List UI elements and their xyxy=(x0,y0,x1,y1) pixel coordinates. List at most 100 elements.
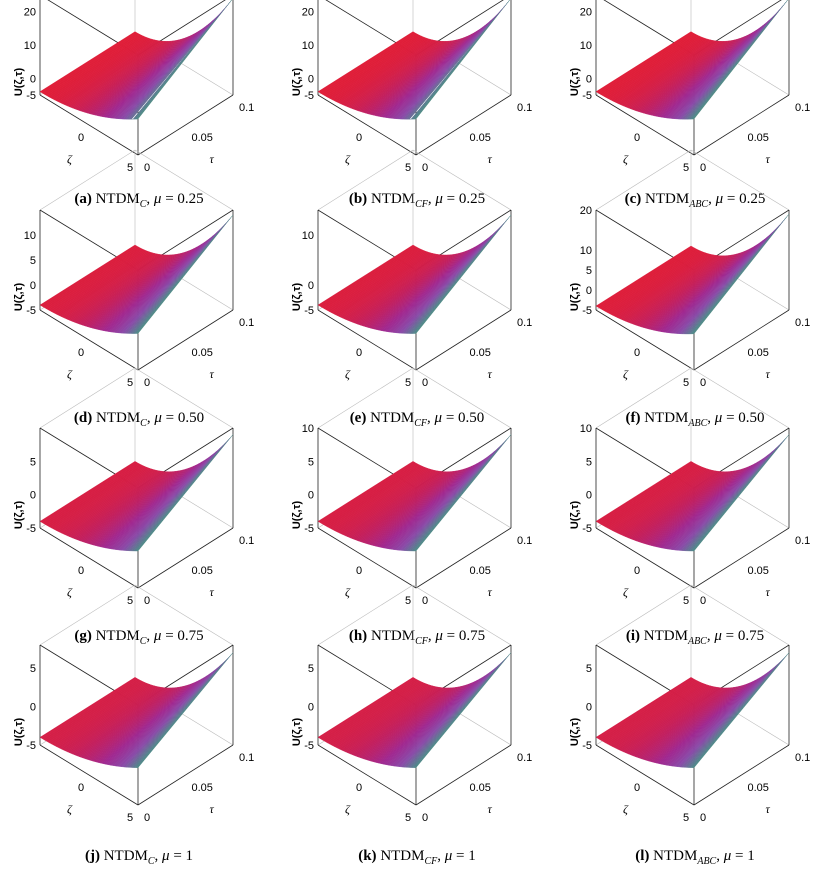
subfigure-caption: (g) NTDMC, μ = 0.75 xyxy=(0,628,278,647)
surface-mesh xyxy=(595,652,790,768)
zeta-tick-label: 5 xyxy=(683,595,689,607)
caption-label: (g) xyxy=(74,628,92,644)
subfigure-caption: (i) NTDMABC, μ = 0.75 xyxy=(556,628,834,647)
tau-tick-label: 0.05 xyxy=(192,565,213,577)
caption-method-sub: CF xyxy=(414,418,428,429)
caption-method: NTDM xyxy=(380,848,425,864)
zeta-ticks: 05 xyxy=(78,782,133,824)
z-ticks: -5 0 5 xyxy=(582,663,592,752)
tau-tick-label: 0.05 xyxy=(470,782,491,794)
subfigure-caption: (b) NTDMCF, μ = 0.25 xyxy=(278,191,556,210)
caption-sep: , xyxy=(706,628,715,644)
tau-tick-label: 0.1 xyxy=(517,535,532,547)
caption-mu-eq: = xyxy=(723,191,740,207)
tau-tick-label: 0 xyxy=(144,812,150,824)
tau-tick-label: 0.1 xyxy=(795,102,810,114)
z-ticks: -5 0 5 xyxy=(304,663,314,752)
tau-tick-label: 0.05 xyxy=(748,132,769,144)
tau-tick-label: 0 xyxy=(700,595,706,607)
caption-mu-symbol: μ xyxy=(434,410,443,426)
surface-mesh xyxy=(595,434,790,552)
zeta-tick-label: 5 xyxy=(127,162,133,174)
tau-ticks: 0 0.05 0.1 xyxy=(700,752,810,824)
caption-sep: , xyxy=(437,848,445,864)
z-axis-label: U(ζ,τ) xyxy=(569,68,581,97)
caption-method: NTDM xyxy=(370,628,416,644)
caption-mu-value: 1 xyxy=(747,848,755,864)
caption-mu-symbol: μ xyxy=(715,191,724,207)
caption-sep: , xyxy=(716,848,724,864)
caption-mu-value: 0.25 xyxy=(739,191,766,207)
z-axis-label: U(ζ,τ) xyxy=(291,718,303,747)
zeta-ticks: 05 xyxy=(634,132,689,174)
tau-tick-label: 0.1 xyxy=(239,317,254,329)
z-ticks: -5 0 10 20 xyxy=(302,7,314,102)
caption-mu-symbol: μ xyxy=(153,628,162,644)
tau-axis-label: τ xyxy=(210,802,215,816)
tau-tick-label: 0 xyxy=(700,812,706,824)
caption-method: NTDM xyxy=(645,191,690,207)
tau-tick-label: 0.1 xyxy=(239,102,254,114)
surface-mesh xyxy=(39,0,232,120)
tau-tick-label: 0.05 xyxy=(470,565,491,577)
tau-axis-label: τ xyxy=(488,585,493,599)
caption-mu-value: 0.50 xyxy=(177,410,205,426)
caption-sep: , xyxy=(146,410,155,426)
tau-tick-label: 0.05 xyxy=(748,347,769,359)
caption-mu-value: 0.50 xyxy=(458,410,485,426)
z-ticks: -5 0 5 10 xyxy=(580,423,592,535)
z-tick-label: 0 xyxy=(30,490,36,502)
z-tick-label: -5 xyxy=(582,523,592,535)
zeta-axis-label: ζ xyxy=(623,367,629,381)
tau-tick-label: 0.05 xyxy=(192,782,213,794)
z-tick-label: 0 xyxy=(586,73,592,85)
caption-mu-symbol: μ xyxy=(444,848,453,864)
caption-method: NTDM xyxy=(653,848,698,864)
caption-label: (h) xyxy=(348,628,368,644)
caption-label: (a) xyxy=(74,191,92,207)
caption-method: NTDM xyxy=(643,628,688,644)
z-ticks: -5 0 5 10 xyxy=(302,423,314,535)
caption-mu-value: 0.75 xyxy=(458,628,486,644)
caption-method-sub: ABC xyxy=(687,636,707,647)
zeta-ticks: 05 xyxy=(356,782,411,824)
surface-mesh xyxy=(595,213,790,335)
caption-mu-symbol: μ xyxy=(154,410,162,426)
z-axis-label: U(ζ,τ) xyxy=(569,501,581,530)
zeta-tick-label: 5 xyxy=(405,162,411,174)
caption-label: (i) xyxy=(625,628,641,644)
z-tick-label: -5 xyxy=(304,305,314,317)
surface-mesh xyxy=(317,652,512,768)
zeta-tick-label: 5 xyxy=(683,812,689,824)
z-tick-label: 0 xyxy=(30,73,36,85)
tau-axis-label: τ xyxy=(210,152,215,166)
surface-mesh xyxy=(39,434,234,552)
z-tick-label: 0 xyxy=(30,702,36,714)
caption-sep: , xyxy=(154,848,163,864)
surface-mesh xyxy=(595,0,788,120)
z-tick-label: -5 xyxy=(582,740,592,752)
z-tick-label: 10 xyxy=(580,423,592,435)
tau-ticks: 0 0.05 0.1 xyxy=(144,317,254,389)
zeta-tick-label: 0 xyxy=(356,782,362,794)
z-tick-label: 5 xyxy=(30,663,36,675)
zeta-ticks: 05 xyxy=(78,132,133,174)
caption-mu-eq: = xyxy=(169,848,186,864)
caption-mu-symbol: μ xyxy=(435,191,443,207)
z-axis-label: U(ζ,τ) xyxy=(291,501,303,530)
z-tick-label: 10 xyxy=(24,230,36,242)
zeta-tick-label: 5 xyxy=(127,377,133,389)
z-ticks: -5 0 5 10 20 xyxy=(580,205,592,317)
z-tick-label: 5 xyxy=(308,456,314,468)
z-tick-label: -5 xyxy=(304,523,314,535)
caption-method: NTDM xyxy=(644,410,689,426)
caption-mu-eq: = xyxy=(161,191,178,207)
caption-label: (d) xyxy=(73,410,93,426)
subfigure-caption: (e) NTDMCF, μ = 0.50 xyxy=(278,410,556,429)
z-tick-label: 0 xyxy=(308,280,314,292)
